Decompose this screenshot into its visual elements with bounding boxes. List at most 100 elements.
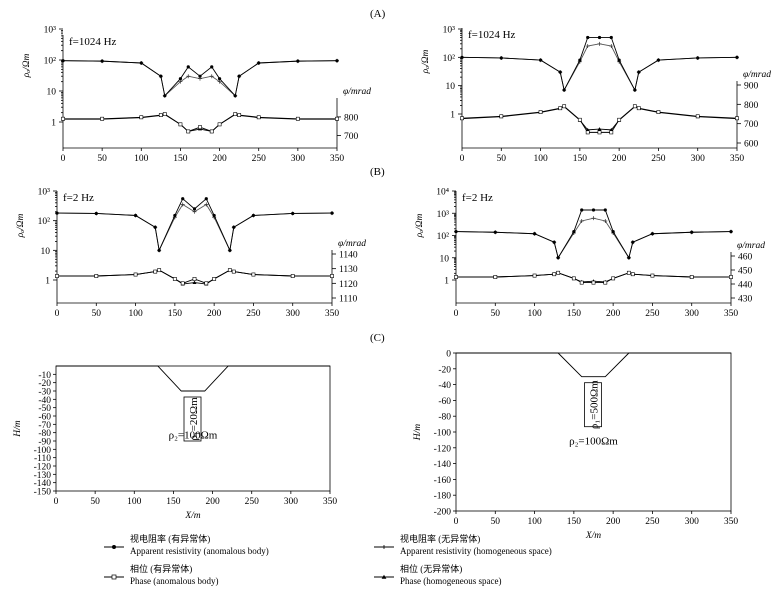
y-tick-label: 1 (45, 277, 50, 287)
phase-anomalous-point (100, 116, 105, 121)
y-tick-label: -40 (438, 381, 451, 391)
y-tick-label: -60 (438, 397, 451, 407)
rho-anomalous-point (690, 230, 694, 234)
rho-anomalous-point (100, 59, 104, 63)
rho-homogeneous-point (180, 202, 185, 207)
y-tick-label: -30 (38, 388, 51, 398)
phase-anomalous-point (172, 277, 177, 281)
y-tick-label: -140 (434, 460, 452, 470)
phase-anomalous-point (237, 113, 242, 117)
phase-anomalous-point (158, 113, 163, 117)
rho-anomalous-point (173, 213, 177, 218)
x-tick-label: 300 (685, 309, 700, 319)
x-tick-label: 350 (724, 517, 739, 527)
x-tick-label: 100 (127, 497, 142, 507)
x-tick-label: 50 (92, 309, 102, 319)
y-tick-label: 1 (51, 119, 56, 129)
phase-anomalous-point (650, 273, 655, 278)
x-axis-label: X/m (585, 531, 601, 541)
x-tick-label: 150 (567, 309, 582, 319)
y2-tick-label: 440 (738, 281, 753, 291)
x-tick-label: 300 (685, 517, 700, 527)
y-axis-label: ρₐ/Ωm (421, 50, 431, 75)
rho-anomalous-point (729, 229, 733, 234)
y-tick-label: 10 (446, 82, 456, 92)
phase-anomalous-point (591, 280, 596, 285)
legend-label-en: Phase (anomalous body) (130, 576, 218, 586)
phase-anomalous-point (577, 117, 582, 122)
x-tick-label: 100 (533, 154, 548, 164)
rho-anomalous-point (159, 74, 163, 78)
legend-item: 视电阻率 (有异常体) Apparent resistivity (anomalo… (104, 533, 269, 556)
rho-anomalous-point (460, 55, 464, 59)
phase-homogeneous-line (461, 106, 738, 131)
y-tick-label: -80 (38, 429, 51, 439)
anomaly-box (183, 396, 202, 442)
rho-anomalous-line (56, 197, 333, 252)
phase-anomalous-point (204, 281, 209, 286)
rho-anomalous-point (735, 55, 739, 59)
phase-homogeneous-point (192, 280, 197, 284)
y-tick-label: 1 (444, 277, 449, 287)
rho-anomalous-point (296, 59, 300, 63)
y-tick-label: -20 (38, 379, 51, 389)
rho-anomalous-point (617, 58, 621, 62)
x-tick-label: 350 (323, 497, 338, 507)
y-tick-label: -50 (38, 404, 51, 414)
phase-anomalous-point (585, 130, 590, 135)
rho-anomalous-point (232, 225, 236, 229)
phase-anomalous-point (603, 280, 608, 285)
y-tick-label: 10 (41, 247, 51, 257)
y-tick-label: 10³ (437, 210, 450, 220)
frequency-annotation: f=2 Hz (63, 192, 94, 204)
rho-homogeneous-point (597, 41, 602, 46)
phase-anomalous-point (695, 114, 700, 119)
phase-anomalous-point (626, 270, 631, 275)
y-tick-label: -150 (34, 488, 52, 498)
rho-anomalous-point (499, 56, 503, 60)
phase-anomalous-point (290, 274, 295, 278)
x-tick-label: 250 (645, 309, 660, 319)
legend-label-en: Apparent resistivity (homogeneous space) (400, 546, 552, 556)
rho-anomalous-point (157, 248, 161, 252)
y-tick-label: 0 (446, 350, 451, 360)
rho-homogeneous-point (585, 44, 590, 49)
x-tick-label: 0 (61, 154, 66, 164)
legend-marker (381, 574, 387, 579)
panel-label-a: (A) (370, 8, 386, 20)
y-axis-label: ρₐ/Ωm (22, 54, 32, 79)
phase-anomalous-point (636, 106, 641, 111)
x-tick-label: 300 (284, 497, 299, 507)
y-tick-label: -10 (38, 371, 51, 381)
chart-C-right: 0 50 100 150 200 250 300 350 0 -20 -40 -60 -80 -100 -1… (413, 350, 738, 542)
phase-anomalous-point (571, 276, 576, 281)
rho-anomalous-point (257, 61, 261, 65)
x-tick-label: 250 (245, 497, 260, 507)
y-tick-label: 10² (443, 54, 456, 64)
rho-homogeneous-line (455, 217, 732, 259)
phase-anomalous-point (157, 268, 162, 273)
phase-homogeneous-point (597, 127, 602, 131)
y-tick-label: 10 (440, 254, 450, 264)
y-axis-label: ρₐ/Ωm (16, 214, 26, 239)
rho-anomalous-point (454, 229, 458, 234)
x-tick-label: 100 (134, 154, 149, 164)
legend-item: 视电阻率 (无异常体) Apparent resistivity (homogen… (374, 533, 552, 556)
x-tick-label: 300 (291, 154, 306, 164)
rho-anomalous-point (597, 35, 602, 40)
rho-anomalous-point (94, 211, 98, 216)
y-tick-label: -200 (434, 508, 452, 518)
phase-anomalous-point (231, 269, 236, 274)
y-tick-label: 10⁴ (436, 188, 450, 198)
rho-anomalous-point (153, 225, 157, 229)
phase-anomalous-point (192, 277, 197, 281)
y2-tick-label: 1110 (339, 295, 358, 305)
legend-item: 相位 (无异常体) Phase (homogeneous space) (374, 563, 501, 586)
phase-anomalous-point (729, 275, 733, 279)
phase-anomalous-point (212, 277, 217, 281)
chart-C-left: 0 50 100 150 200 250 300 350-10-20-30-40-50-60-… (13, 365, 338, 521)
rho-anomalous-point (656, 58, 661, 62)
y2-tick-label: 700 (344, 132, 359, 142)
phase-anomalous-point (499, 114, 504, 119)
rho-anomalous-point (291, 211, 295, 216)
